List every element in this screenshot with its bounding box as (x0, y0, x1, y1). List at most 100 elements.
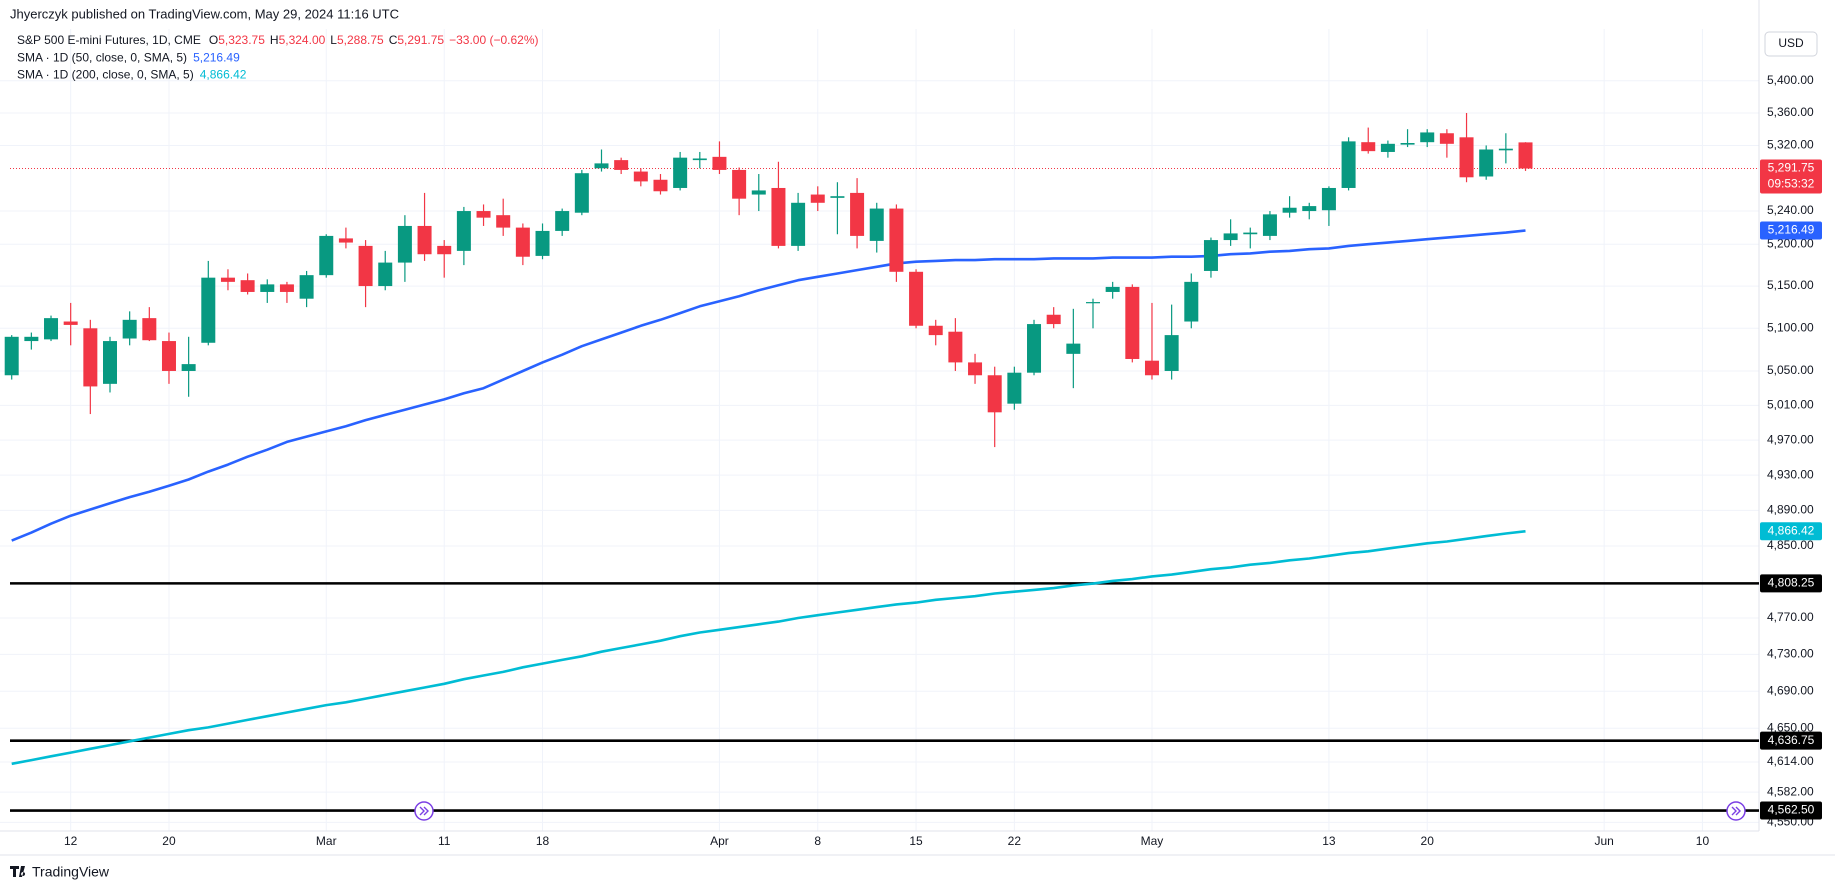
candle-body (850, 192, 865, 236)
candle-body (869, 208, 884, 241)
legend-value: 5,291.75 (397, 33, 444, 47)
candle-body (181, 364, 196, 371)
candle-body (83, 328, 98, 387)
x-tick-label: 12 (64, 834, 78, 848)
x-tick-label: 22 (1008, 834, 1022, 848)
x-tick-label: 8 (814, 834, 821, 848)
candle-body (24, 336, 39, 342)
candle-body (555, 211, 570, 231)
candle-body (279, 284, 294, 292)
hline-price-label-box (1760, 801, 1822, 820)
candle-body (417, 225, 432, 255)
candle-body (751, 190, 766, 195)
candle-body (201, 277, 216, 343)
candle-body (732, 169, 747, 199)
brand: TradingView (32, 864, 110, 880)
candle-body (515, 227, 530, 257)
candle-body (338, 238, 353, 243)
candle-body (830, 196, 845, 198)
y-tick-label: 4,890.00 (1767, 503, 1814, 517)
candle-body (103, 341, 117, 384)
legend-series-value: 5,216.49 (193, 51, 240, 65)
x-tick-label: 11 (438, 834, 451, 848)
hline-price-label: 4,562.50 (1768, 803, 1815, 817)
candle-body (1282, 207, 1297, 213)
candle-body (1046, 314, 1061, 325)
replay-marker (414, 801, 434, 821)
x-tick-label: 20 (162, 834, 176, 848)
x-tick-label: Apr (710, 834, 729, 848)
y-tick-label: 4,930.00 (1767, 467, 1814, 481)
y-tick-label: 5,320.00 (1767, 138, 1814, 152)
y-tick-label: 4,650.00 (1767, 720, 1814, 734)
x-tick-label: May (1141, 834, 1164, 848)
candle-body (1498, 148, 1513, 151)
candle-body (987, 375, 1002, 413)
candle-body (771, 187, 786, 246)
x-tick-label: 18 (536, 834, 550, 848)
candle-body (1105, 286, 1120, 292)
candle-body (1479, 149, 1494, 177)
candle-body (574, 173, 589, 213)
candle-body (122, 319, 137, 339)
candle-body (260, 284, 275, 292)
legend-key: O (209, 33, 218, 47)
candle-body (299, 275, 314, 299)
legend-series-name: SMA · 1D (200, close, 0, SMA, 5) (17, 68, 194, 82)
candle-body (791, 202, 806, 246)
candle-body (1518, 142, 1533, 169)
candle-body (319, 235, 334, 276)
y-tick-label: 4,970.00 (1767, 432, 1814, 446)
marker-arrow (1731, 806, 1741, 816)
x-tick-label: 20 (1421, 834, 1435, 848)
candle-body (358, 245, 373, 287)
y-tick-label: 5,150.00 (1767, 278, 1814, 292)
y-tick-label: 5,360.00 (1767, 105, 1814, 119)
legend-value: 5,324.00 (279, 33, 326, 47)
legend-main: S&P 500 E-mini Futures, 1D, CME O5,323.75… (17, 33, 539, 47)
last-price-label: 5,291.75 (1768, 161, 1815, 175)
legend-change: −33.00 (−0.62%) (449, 33, 538, 47)
candle-body (1007, 372, 1022, 404)
candle-body (614, 160, 629, 170)
candle-body (653, 179, 668, 192)
candle-body (1125, 286, 1140, 359)
legend-series-name: SMA · 1D (50, close, 0, SMA, 5) (17, 51, 187, 65)
candle-body (968, 362, 983, 376)
candle-body (1144, 360, 1159, 376)
currency-button[interactable] (1764, 31, 1818, 57)
hline-price-label-box (1760, 574, 1822, 593)
candle-body (161, 341, 176, 371)
candle-body (1184, 281, 1199, 322)
last-price-label-countdown: 09:53:32 (1768, 177, 1815, 191)
candle-body (1321, 187, 1336, 211)
y-tick-label: 4,614.00 (1767, 754, 1814, 768)
x-tick-label: Mar (316, 834, 337, 848)
x-tick-label: 10 (1696, 834, 1710, 848)
candle-body (1459, 137, 1474, 178)
legend-key: C (389, 33, 398, 47)
y-tick-label: 5,050.00 (1767, 363, 1814, 377)
sma-price-label: 4,866.42 (1768, 523, 1815, 537)
brand-logo (10, 866, 26, 877)
legend-series: SMA · 1D (200, close, 0, SMA, 5) 4,866.42 (17, 68, 247, 82)
sma-price-label-box (1760, 221, 1822, 240)
legend-title: S&P 500 E-mini Futures, 1D, CME (17, 33, 201, 47)
candle-body (928, 325, 943, 336)
candle-body (692, 158, 707, 161)
candle-body (909, 271, 924, 326)
candle-body (1302, 206, 1317, 212)
candle-body (1027, 324, 1042, 373)
candle-body (142, 318, 157, 341)
candle-body (437, 245, 452, 255)
y-tick-label: 4,850.00 (1767, 538, 1814, 552)
candle-body (1203, 240, 1218, 271)
candle-body (633, 171, 648, 182)
sma-line (11, 530, 1526, 766)
legend-key: L (330, 33, 337, 47)
x-tick-label: 15 (909, 834, 923, 848)
y-tick-label: 4,770.00 (1767, 610, 1814, 624)
legend-value: 5,288.75 (337, 33, 384, 47)
candle-body (673, 157, 688, 188)
candle-body (1380, 143, 1395, 152)
